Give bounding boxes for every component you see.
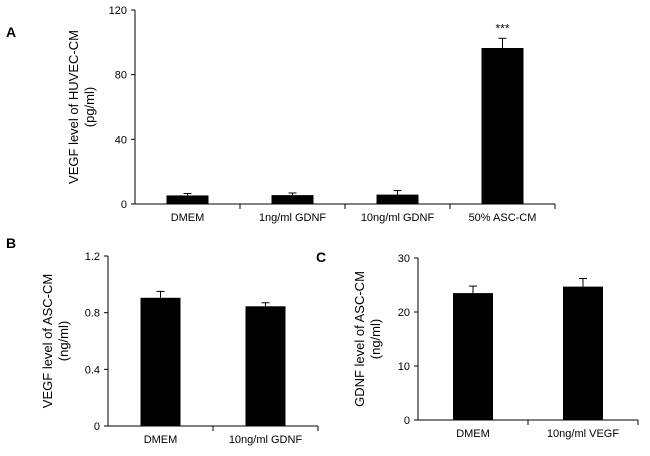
chart-c-y-tick-label: 10 [398, 361, 410, 373]
chart-a-y-tick-label: 80 [115, 70, 127, 82]
chart-a-category-label: 10ng/ml GDNF [361, 212, 435, 224]
chart-c-y-tick-label: 30 [398, 253, 410, 265]
chart-b-y-axis-label: (ng/ml) [56, 321, 71, 361]
chart-b-category-label: DMEM [144, 434, 178, 446]
chart-a-category-label: 50% ASC-CM [469, 212, 537, 224]
chart-a-y-tick-label: 120 [109, 5, 127, 17]
chart-a-y-axis-label: VEGF level of HUVEC-CM [66, 30, 81, 184]
chart-a-significance-label: *** [495, 21, 509, 35]
chart-a-y-tick-label: 0 [121, 199, 127, 211]
chart-c-y-tick-label: 0 [404, 415, 410, 427]
chart-a-bar [481, 47, 524, 204]
chart-a-y-axis-label: (pg/ml) [82, 87, 97, 127]
chart-c-y-axis-label: (ng/ml) [368, 319, 383, 359]
chart-a-category-label: DMEM [171, 212, 205, 224]
chart-c-y-axis-label: GDNF level of ASC-CM [352, 271, 367, 407]
chart-c-panel-label: C [316, 249, 326, 265]
chart-a-category-label: 1ng/ml GDNF [259, 212, 327, 224]
chart-c-bar [453, 293, 493, 420]
chart-b-y-tick-label: 1.2 [85, 251, 100, 263]
chart-b-bar [140, 297, 181, 426]
chart-a-panel-label: A [6, 24, 16, 40]
chart-b-y-axis-label: VEGF level of ASC-CM [40, 274, 55, 408]
chart-c-category-label: DMEM [456, 428, 490, 440]
chart-c-bar [563, 286, 603, 420]
chart-a-bar [271, 195, 314, 204]
chart-a-y-tick-label: 40 [115, 134, 127, 146]
chart-b-y-tick-label: 0 [94, 421, 100, 433]
chart-c-y-tick-label: 20 [398, 307, 410, 319]
chart-b-y-tick-label: 0.4 [85, 364, 100, 376]
chart-a-bar [166, 195, 209, 204]
chart-b-bar [245, 306, 286, 426]
chart-b-category-label: 10ng/ml GDNF [229, 434, 303, 446]
chart-a-bar [376, 194, 419, 204]
chart-b-panel-label: B [6, 235, 16, 251]
chart-b-y-tick-label: 0.8 [85, 308, 100, 320]
chart-c-category-label: 10ng/ml VEGF [547, 428, 619, 440]
